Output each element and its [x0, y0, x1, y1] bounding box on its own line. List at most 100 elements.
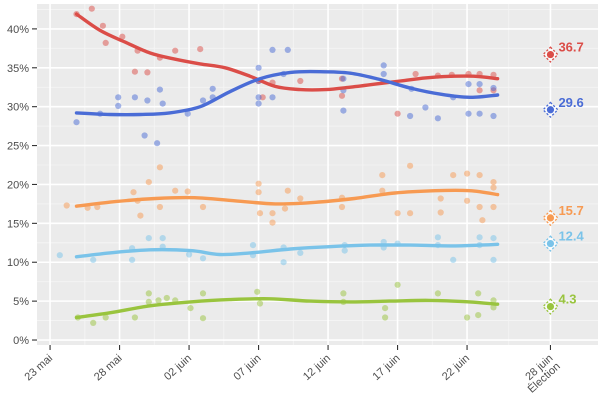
poll-point-red — [144, 69, 151, 76]
poll-point-orange — [407, 210, 414, 217]
poll-point-blue — [380, 70, 387, 78]
poll-point-skyblue — [145, 235, 152, 242]
x-tick-label-line: 28 mai — [92, 352, 125, 383]
poll-point-green — [131, 314, 138, 321]
x-tick-label: 17 juin — [370, 352, 402, 383]
poll-point-skyblue — [297, 249, 304, 256]
poll-point-blue — [131, 94, 138, 101]
poll-point-blue — [184, 110, 191, 117]
poll-point-orange — [172, 187, 179, 194]
poll-point-blue — [340, 75, 347, 82]
poll-point-blue — [199, 97, 207, 104]
poll-point-orange — [130, 189, 137, 196]
poll-point-orange — [490, 184, 497, 191]
poll-point-blue — [269, 46, 276, 54]
poll-point-blue — [380, 62, 387, 69]
poll-point-skyblue — [476, 234, 483, 241]
poll-point-blue — [156, 86, 163, 93]
election-dot-orange — [546, 214, 555, 222]
poll-point-orange — [145, 179, 152, 186]
poll-point-orange — [297, 195, 304, 202]
plot-panel-background — [37, 4, 598, 345]
poll-point-red — [119, 33, 126, 40]
poll-point-red — [131, 68, 138, 75]
y-tick-label: 5% — [13, 296, 29, 308]
poll-point-green — [475, 290, 482, 297]
poll-point-green — [382, 305, 389, 312]
poll-point-orange — [490, 203, 497, 211]
election-value-label-red: 36.7 — [558, 40, 583, 55]
poll-point-green — [475, 312, 482, 319]
poll-point-skyblue — [434, 234, 441, 241]
y-tick-label: 40% — [7, 24, 29, 36]
election-dot-green — [546, 302, 555, 311]
poll-point-orange — [490, 179, 497, 186]
x-tick-label-line: 23 mai — [22, 352, 55, 383]
trend-line-red — [74, 12, 500, 92]
poll-point-green — [394, 281, 401, 288]
poll-point-orange — [255, 189, 262, 196]
poll-point-orange — [156, 164, 163, 171]
poll-point-orange — [437, 195, 444, 202]
election-value-label-skyblue: 12.4 — [558, 229, 584, 244]
x-tick-label: 28 juinÉlection — [518, 352, 562, 395]
x-tick-label-line: 22 juin — [440, 352, 472, 383]
axis-ticks — [32, 28, 552, 350]
y-tick-label: 10% — [7, 257, 29, 269]
y-tick-label: 25% — [7, 141, 29, 153]
poll-point-skyblue — [186, 251, 193, 258]
poll-point-blue — [284, 46, 291, 54]
poll-point-red — [197, 46, 204, 53]
poll-point-green — [199, 290, 207, 297]
x-tick-label-line: 17 juin — [370, 352, 402, 383]
poll-point-orange — [476, 172, 483, 179]
poll-point-orange — [450, 172, 457, 179]
poll-point-blue — [255, 94, 262, 101]
poll-point-orange — [156, 203, 163, 211]
trend-line-green — [74, 297, 500, 320]
poll-point-blue — [159, 100, 166, 107]
poll-point-red — [99, 22, 106, 29]
poll-point-red — [172, 47, 179, 54]
poll-point-orange — [137, 212, 144, 219]
poll-point-blue — [465, 110, 472, 117]
poll-point-blue — [144, 97, 151, 104]
gridlines-minor — [37, 4, 598, 345]
poll-point-orange — [464, 170, 471, 177]
poll-point-skyblue — [341, 247, 348, 254]
poll-point-orange — [379, 172, 386, 179]
poll-point-green — [90, 319, 97, 326]
poll-point-orange — [464, 197, 471, 204]
election-dot-skyblue — [546, 239, 555, 248]
poll-point-green — [434, 290, 441, 297]
poll-point-blue — [115, 94, 122, 101]
poll-point-green — [340, 290, 347, 297]
election-value-label-blue: 29.6 — [558, 95, 583, 110]
poll-point-orange — [407, 162, 414, 169]
poll-point-blue — [141, 132, 148, 139]
x-tick-label: 12 juin — [301, 352, 333, 383]
poll-point-green — [490, 304, 497, 311]
poll-point-green — [254, 288, 261, 295]
poll-point-orange — [256, 210, 264, 217]
poll-point-green — [382, 314, 389, 321]
poll-point-green — [199, 315, 207, 322]
election-marker-skyblue — [542, 235, 559, 252]
x-axis-labels: 23 mai 28 mai 02 juin 07 juin 12 juin 17 juin… — [22, 352, 562, 395]
poll-point-orange — [199, 203, 207, 211]
poll-point-green — [145, 298, 152, 305]
poll-point-blue — [340, 107, 347, 114]
y-tick-label: 20% — [7, 179, 29, 191]
poll-point-red — [88, 5, 95, 12]
poll-point-orange — [284, 187, 291, 194]
poll-point-blue — [476, 81, 483, 88]
election-dot-blue — [546, 106, 555, 114]
poll-point-skyblue — [199, 255, 207, 262]
poll-point-orange — [379, 187, 386, 194]
poll-point-green — [163, 294, 170, 302]
poll-point-green — [102, 314, 109, 321]
poll-point-orange — [255, 180, 262, 187]
poll-point-skyblue — [159, 235, 166, 242]
x-tick-label: 02 juin — [162, 352, 194, 383]
